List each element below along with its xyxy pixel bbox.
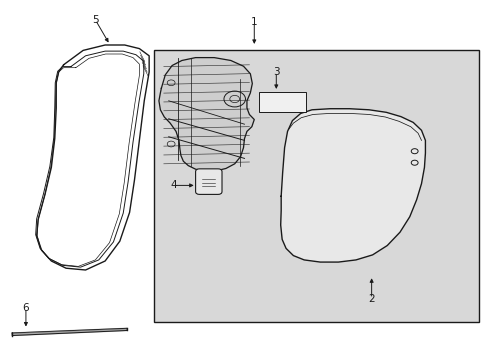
Text: 1: 1	[250, 17, 257, 27]
Polygon shape	[280, 109, 425, 262]
Text: 2: 2	[367, 294, 374, 304]
Text: 5: 5	[92, 15, 99, 25]
Polygon shape	[159, 58, 254, 171]
Bar	[259, 92, 305, 112]
Text: 3: 3	[272, 67, 279, 77]
FancyBboxPatch shape	[195, 169, 222, 194]
Polygon shape	[12, 328, 127, 336]
Text: 6: 6	[22, 303, 29, 313]
Text: 4: 4	[170, 180, 177, 190]
Bar	[154, 50, 478, 322]
